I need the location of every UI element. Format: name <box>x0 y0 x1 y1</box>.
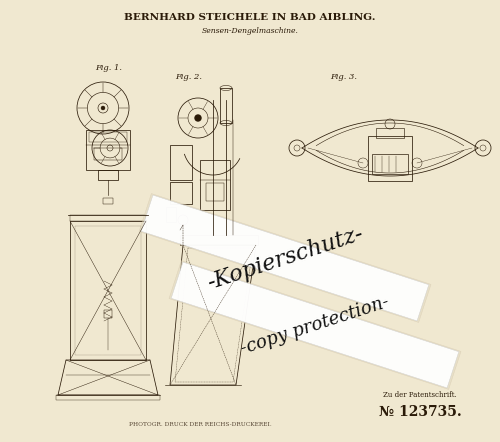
Text: Fig. 3.: Fig. 3. <box>330 73 357 81</box>
Bar <box>170 145 192 180</box>
Text: Fig. 2.: Fig. 2. <box>175 73 202 81</box>
Text: PHOTOGR. DRUCK DER REICHS-DRUCKEREI.: PHOTOGR. DRUCK DER REICHS-DRUCKEREI. <box>128 423 272 427</box>
Text: -Kopierschutz-: -Kopierschutz- <box>204 222 366 293</box>
Bar <box>220 88 232 123</box>
Bar <box>376 128 404 138</box>
Bar <box>170 182 192 204</box>
Bar <box>169 260 461 389</box>
Bar <box>70 221 146 360</box>
Circle shape <box>195 115 201 121</box>
Bar <box>180 235 258 245</box>
Text: BERNHARD STEICHELE IN BAD AIBLING.: BERNHARD STEICHELE IN BAD AIBLING. <box>124 14 376 23</box>
Bar <box>86 130 130 170</box>
Bar <box>75 226 141 355</box>
Text: Zu der Patentschrift.: Zu der Patentschrift. <box>383 391 457 399</box>
Bar <box>98 170 118 180</box>
Bar <box>70 215 146 221</box>
Bar <box>56 395 160 400</box>
Bar <box>139 194 431 323</box>
Text: Fig. 1.: Fig. 1. <box>95 64 122 72</box>
Bar <box>368 136 412 181</box>
Bar <box>166 207 176 222</box>
Bar <box>200 160 230 210</box>
Bar <box>104 310 112 318</box>
Bar <box>94 148 122 160</box>
Bar <box>372 154 408 174</box>
Bar <box>206 183 224 201</box>
Text: Sensen-Dengelmaschine.: Sensen-Dengelmaschine. <box>202 27 298 35</box>
Text: № 123735.: № 123735. <box>378 405 462 419</box>
Bar <box>103 198 113 204</box>
Bar <box>89 132 127 142</box>
Circle shape <box>101 106 105 110</box>
Text: -copy protection-: -copy protection- <box>238 293 392 358</box>
Bar <box>171 262 459 388</box>
Bar <box>141 195 429 321</box>
